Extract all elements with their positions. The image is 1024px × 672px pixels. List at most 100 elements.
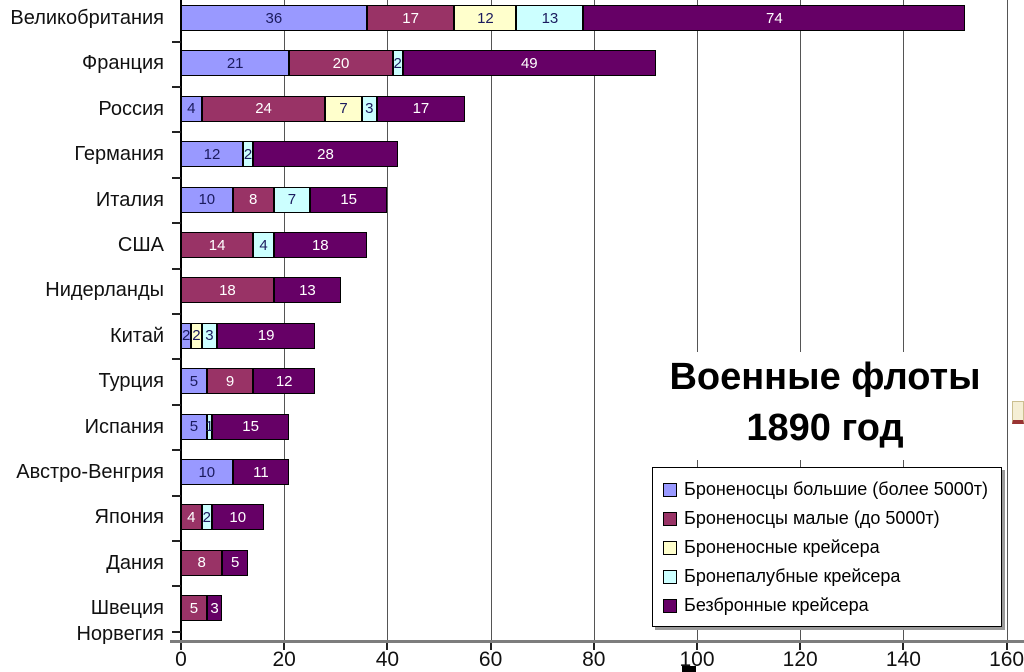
category-label: Германия: [74, 143, 164, 166]
bar-segment: 15: [211, 413, 290, 440]
bar-segment: 10: [181, 186, 233, 213]
bar-segment: 18: [181, 277, 274, 304]
x-axis-tick-label: 60: [478, 648, 503, 671]
gridline-x-100: [697, 0, 698, 640]
legend-swatch-icon: [663, 569, 677, 584]
bar-segment-value: 8: [249, 191, 258, 209]
x-axis-tick: [592, 643, 595, 650]
bar-segment-value: 5: [189, 599, 199, 617]
chart-title-line1: Военные флоты: [669, 356, 981, 398]
bar-segment: 11: [232, 459, 290, 485]
category-label: Турция: [98, 370, 164, 393]
bar-segment-value: 11: [253, 463, 269, 481]
bar-segment-value: 24: [255, 100, 272, 118]
bar-segment-value: 28: [317, 145, 334, 163]
bar-segment: 12: [253, 368, 316, 395]
bar-segment: 21: [181, 50, 290, 77]
x-axis-tick: [1005, 643, 1008, 650]
legend-label: Безбронные крейсера: [684, 595, 869, 615]
category-label: Великобритания: [10, 7, 164, 29]
bar-segment: 8: [232, 186, 274, 213]
bar-segment-value: 8: [197, 554, 206, 572]
bar-segment-value: 13: [299, 281, 316, 299]
clipped-axis-title-fragment: [682, 666, 696, 672]
x-axis-tick-label: 100: [679, 648, 715, 671]
bar-segment: 4: [253, 232, 274, 258]
bar-segment: 18: [273, 232, 367, 258]
category-label: Китай: [109, 324, 164, 347]
bar-segment: 12: [454, 5, 517, 31]
bar-segment-value: 15: [242, 418, 259, 436]
bar-segment-value: 17: [412, 100, 430, 118]
y-axis-tick: [172, 222, 181, 225]
category-axis-line: [180, 0, 182, 640]
bar-segment-value: 10: [229, 508, 247, 526]
bar-segment-value: 21: [226, 54, 244, 72]
x-axis-tick: [180, 643, 182, 650]
bar-segment: 8: [181, 549, 223, 576]
legend-swatch-icon: [663, 540, 677, 555]
x-axis-tick: [696, 643, 698, 650]
bar-segment-value: 2: [181, 327, 191, 345]
bar-segment-value: 18: [311, 236, 329, 254]
gridline-x-80: [593, 0, 595, 640]
x-axis-tick-label: 160: [989, 648, 1024, 671]
bar-segment-value: 15: [340, 191, 358, 209]
bar-segment: 3: [206, 595, 223, 622]
bar-segment: 5: [181, 595, 207, 622]
bar-segment: 12: [181, 141, 243, 168]
category-label: Россия: [98, 97, 164, 120]
x-axis-tick-label: 120: [782, 648, 818, 671]
y-axis-tick: [172, 539, 181, 542]
legend-swatch-icon: [663, 511, 677, 526]
bar-segment: 5: [181, 413, 207, 440]
y-axis-tick: [172, 40, 181, 43]
bar-segment-value: 10: [198, 191, 216, 209]
x-axis-tick: [489, 643, 492, 650]
bar-segment-value: 5: [189, 418, 199, 436]
bar-segment-value: 3: [210, 599, 219, 617]
y-axis-tick: [172, 85, 181, 88]
y-axis-tick: [172, 131, 181, 134]
bar-segment-value: 1: [205, 418, 214, 436]
bar-segment: 19: [217, 322, 316, 349]
x-axis-tick-label: 140: [885, 648, 921, 671]
bar-segment: 2: [201, 504, 212, 531]
bar-segment: 10: [211, 504, 264, 531]
bar-segment-value: 10: [198, 463, 216, 481]
bar-segment-value: 9: [225, 372, 235, 390]
gridline-x-40: [387, 0, 389, 640]
bar-segment-value: 12: [203, 145, 221, 163]
bar-segment: 24: [201, 95, 326, 122]
bar-segment-value: 3: [205, 327, 214, 345]
legend-swatch-icon: [663, 482, 677, 497]
bar-segment: 3: [361, 95, 378, 122]
bar-segment: 1: [205, 413, 214, 440]
bar-segment-value: 18: [219, 281, 236, 299]
chart-title: Военные флоты 1890 год: [645, 352, 1005, 460]
x-axis-tick: [799, 643, 802, 650]
bar-segment-value: 2: [202, 508, 211, 526]
bar-segment: 5: [181, 368, 207, 395]
gridline-x-20: [284, 0, 286, 640]
x-axis-tick-label: 80: [582, 648, 606, 671]
bar-segment: 2: [191, 322, 202, 349]
y-axis-tick: [172, 312, 181, 315]
bar-segment: 17: [377, 95, 465, 122]
bar-segment-value: 20: [332, 54, 350, 72]
bar-segment: 13: [516, 5, 584, 31]
bar-segment: 4: [181, 504, 202, 531]
gridline-x-160: [1006, 0, 1008, 640]
bar-segment: 36: [181, 5, 367, 31]
bar-segment-value: 5: [189, 372, 199, 390]
bar-segment: 3: [201, 322, 218, 349]
bar-segment: 2: [242, 141, 254, 168]
bar-segment-value: 19: [257, 327, 275, 345]
bar-segment-value: 2: [243, 145, 253, 163]
category-label: Дания: [106, 551, 164, 574]
bar-segment-value: 5: [230, 554, 240, 572]
legend-item: Броненосцы малые (до 5000т): [663, 504, 1001, 533]
x-axis-tick: [902, 643, 905, 650]
legend-item: Броненосцы большие (более 5000т): [663, 475, 1001, 504]
